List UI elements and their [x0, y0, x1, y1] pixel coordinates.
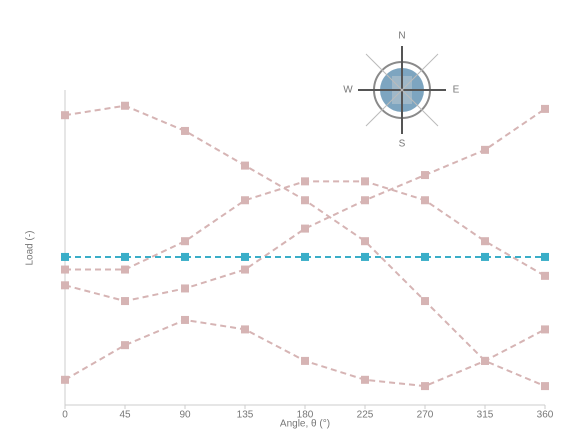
compass-label: S — [399, 139, 406, 150]
series-marker — [421, 252, 429, 261]
series-marker — [181, 237, 189, 246]
series-marker — [361, 196, 369, 205]
series-marker — [541, 104, 549, 113]
series-marker — [541, 252, 549, 261]
x-tick-label: 90 — [179, 410, 191, 421]
series-marker — [301, 356, 309, 365]
x-tick-label: 270 — [417, 410, 434, 421]
compass-rose: N E S W — [343, 31, 459, 150]
series-marker — [361, 237, 369, 246]
series-line — [64, 108, 546, 303]
series-marker — [481, 237, 489, 246]
series-marker — [121, 101, 129, 110]
series-marker — [241, 196, 249, 205]
series-marker — [121, 297, 129, 306]
series-marker — [301, 196, 309, 205]
series-marker — [181, 252, 189, 261]
series-marker — [241, 161, 249, 170]
x-tick-label: 180 — [297, 410, 314, 421]
series-marker — [241, 265, 249, 274]
series-marker — [181, 126, 189, 135]
series-marker — [421, 171, 429, 180]
compass-label: E — [453, 85, 460, 96]
series-line — [64, 104, 546, 388]
x-tick-label: 225 — [357, 410, 374, 421]
x-tick-label: 360 — [537, 410, 554, 421]
x-axis-label: Angle, θ (°) — [280, 419, 330, 430]
compass-label: W — [343, 85, 353, 96]
series-marker — [361, 375, 369, 384]
series-marker — [121, 252, 129, 261]
x-tick-label: 315 — [477, 410, 494, 421]
series-marker — [301, 177, 309, 186]
series-marker — [121, 265, 129, 274]
series-marker — [181, 315, 189, 324]
series-marker — [61, 265, 69, 274]
series-marker — [421, 382, 429, 391]
x-tick-label: 45 — [119, 410, 131, 421]
series-marker — [541, 325, 549, 334]
series-marker — [241, 325, 249, 334]
series-marker — [541, 382, 549, 391]
series-marker — [421, 297, 429, 306]
compass-label: N — [398, 31, 405, 42]
compass-diagonal — [365, 53, 439, 127]
series-marker — [421, 196, 429, 205]
y-axis-label: Load (-) — [25, 230, 36, 265]
x-tick-label: 0 — [62, 410, 68, 421]
series-marker — [361, 177, 369, 186]
series-marker — [61, 375, 69, 384]
series-marker — [481, 356, 489, 365]
series-marker — [61, 111, 69, 120]
series-marker — [121, 341, 129, 350]
series-marker — [481, 145, 489, 154]
series-marker — [361, 252, 369, 261]
series-marker — [541, 271, 549, 280]
series-marker — [481, 252, 489, 261]
series-marker — [301, 224, 309, 233]
x-tick-label: 135 — [237, 410, 254, 421]
series-marker — [241, 252, 249, 261]
series-marker — [61, 252, 69, 261]
series-line — [64, 318, 546, 388]
series-marker — [61, 281, 69, 290]
series-marker — [301, 252, 309, 261]
series-marker — [181, 284, 189, 293]
